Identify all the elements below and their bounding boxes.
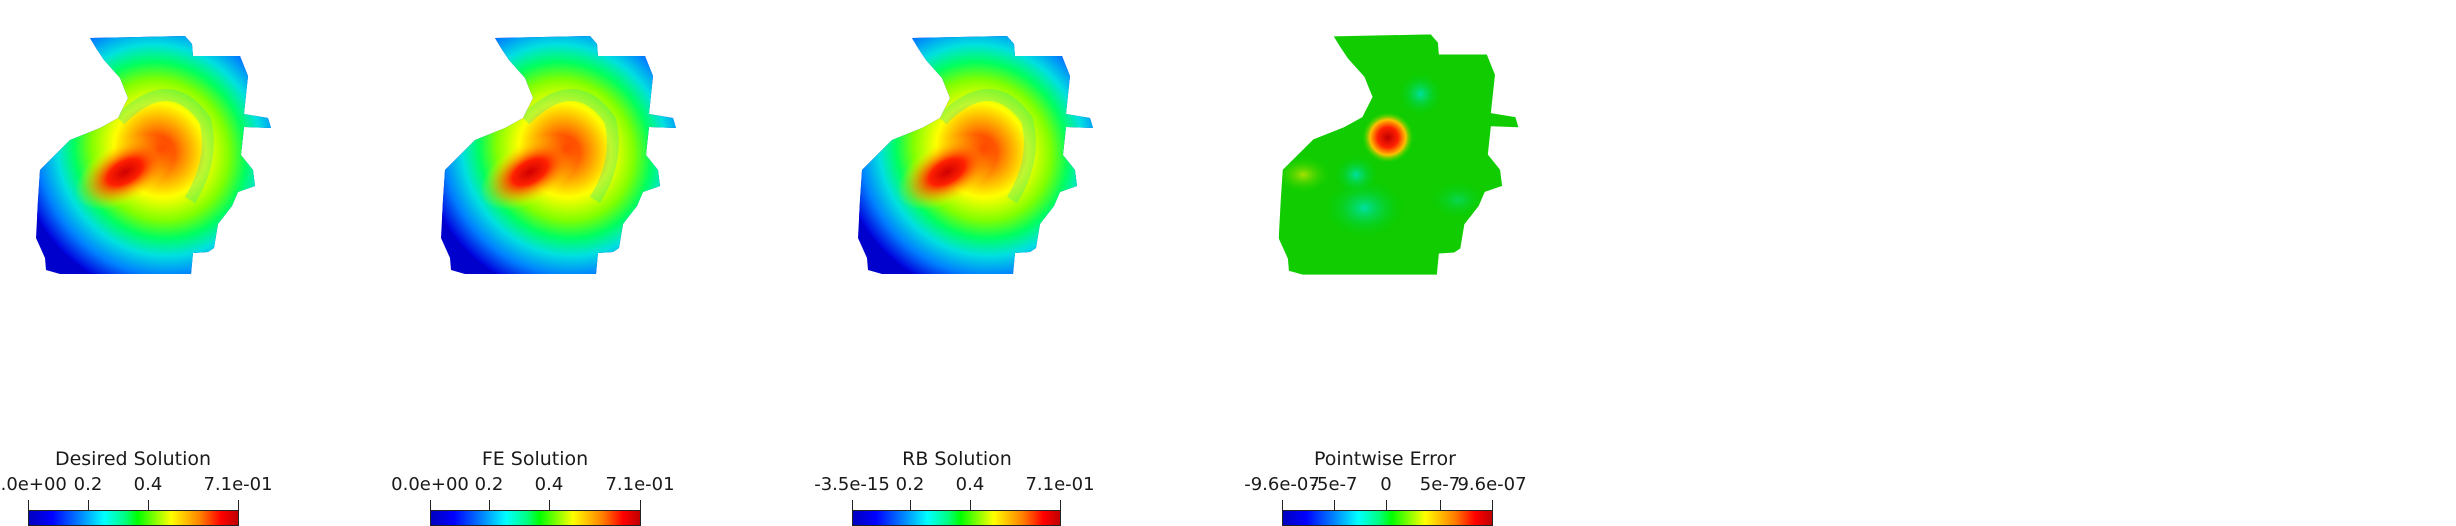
colorbar-tick-max: 7.1e-01	[605, 474, 675, 495]
colorbar-tick: 0.4	[534, 474, 564, 495]
tick-mark	[640, 500, 641, 512]
colorbar-tick: 0.4	[133, 474, 163, 495]
colorbar-tick: 0.2	[474, 474, 504, 495]
colorbar-title: FE Solution	[481, 448, 589, 470]
tick-mark	[88, 500, 89, 512]
panel-rb-solution: RB Solution -3.5e-15 0.2 0.4 7.1e-01	[814, 0, 1436, 526]
colorbar-tick: 0.2	[73, 474, 103, 495]
colorbar	[28, 510, 239, 526]
colorbar-tick: 0.2	[895, 474, 925, 495]
colorbar	[852, 510, 1061, 526]
tick-mark	[28, 500, 29, 512]
tick-mark	[489, 500, 490, 512]
rb-solution-field	[858, 36, 1093, 274]
colorbar-tick-max: 9.6e-07	[1457, 474, 1527, 495]
colorbar-title: RB Solution	[902, 448, 1012, 470]
colorbar-tick-max: 7.1e-01	[1025, 474, 1095, 495]
tick-mark	[1492, 500, 1493, 512]
panel-desired-solution: Desired Solution 0.0e+00 0.2 0.4 7.1e-01	[0, 0, 614, 526]
colorbar-tick-min: 0.0e+00	[0, 474, 67, 495]
colorbar-tick-min: -9.6e-07	[1244, 474, 1320, 495]
tick-mark	[238, 500, 239, 512]
tick-mark	[1440, 500, 1441, 512]
colorbar-tick: 0	[1380, 474, 1392, 495]
tick-mark	[1334, 500, 1335, 512]
colorbar-tick: -5e-7	[1310, 474, 1358, 495]
colorbar	[1282, 510, 1493, 526]
colorbar-tick: 5e-7	[1419, 474, 1461, 495]
tick-mark	[970, 500, 971, 512]
colorbar-tick: 0.4	[955, 474, 985, 495]
colorbar-title: Pointwise Error	[1314, 448, 1456, 470]
colorbar	[430, 510, 641, 526]
colorbar-tick-min: 0.0e+00	[391, 474, 469, 495]
desired-solution-field	[36, 36, 271, 274]
colorbar-title: Desired Solution	[54, 448, 212, 470]
tick-mark	[148, 500, 149, 512]
tick-mark	[549, 500, 550, 512]
tick-mark	[1060, 500, 1061, 512]
tick-mark	[430, 500, 431, 512]
panel-pointwise-error: Pointwise Error -9.6e-07 -5e-7 0 5e-7 9.…	[1244, 0, 1866, 526]
tick-mark	[910, 500, 911, 512]
tick-mark	[852, 500, 853, 512]
panel-fe-solution: FE Solution 0.0e+00 0.2 0.4 7.1e-01	[391, 0, 1019, 526]
colorbar-tick-max: 7.1e-01	[203, 474, 273, 495]
tick-mark	[1386, 500, 1387, 512]
tick-mark	[1282, 500, 1283, 512]
pointwise-error-field	[1278, 34, 1519, 275]
fe-solution-field	[441, 36, 676, 274]
colorbar-tick-min: -3.5e-15	[814, 474, 890, 495]
